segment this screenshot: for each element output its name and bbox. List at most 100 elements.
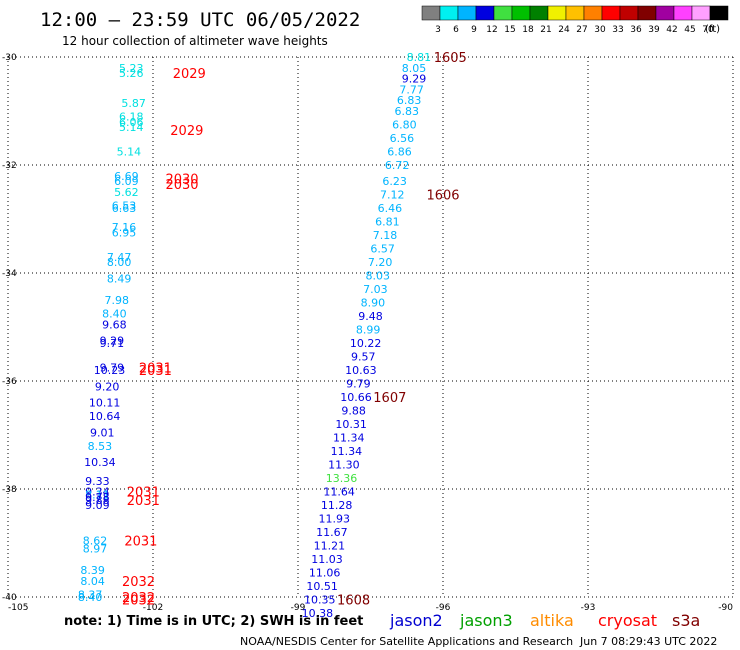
wave-height-label: 7.47 [107,251,132,264]
wave-height-label: 6.46 [378,202,403,215]
wave-height-label: 8.37 [78,588,103,601]
colorbar-swatch [475,5,495,21]
footer-timestamp: Jun 7 08:29:43 UTC 2022 [579,635,717,648]
grid-lines [7,56,734,598]
wave-height-label: 8.81 [407,51,432,64]
pass-time-label: 1605 [434,51,467,66]
wave-height-label: 10.31 [335,418,367,431]
colorbar-tick-label: 30 [594,25,606,35]
colorbar-swatch [673,5,693,21]
wave-height-label: 7.03 [363,283,388,296]
wave-height-label: 8.90 [361,297,386,310]
colorbar-tick-label: 12 [486,25,497,35]
wave-height-label: 6.81 [375,216,400,229]
pass-time-label: 2030 [165,173,198,188]
wave-height-label: 8.40 [78,591,103,604]
colorbar-tick-label: 42 [666,25,677,35]
y-tick-label: -38 [2,485,17,495]
colorbar-swatch [565,5,585,21]
colorbar-tick-label: 18 [522,25,534,35]
wave-height-label: 9.09 [85,499,110,512]
wave-height-label: 5.14 [119,121,144,134]
wave-height-label: 10.11 [89,397,121,410]
wave-height-label: 7.77 [399,83,424,96]
colorbar-swatch [421,5,441,21]
wave-height-label: 11.30 [328,459,360,472]
wave-height-label: 11.93 [319,513,351,526]
wave-height-label: 9.20 [95,380,120,393]
colorbar-swatch [493,5,513,21]
colorbar-tick-label: 45 [684,25,695,35]
pass-time-label: 2032 [122,594,155,609]
wave-height-label: 8.53 [88,440,113,453]
wave-height-label: 6.06 [119,116,144,129]
wave-height-label: 11.03 [311,553,343,566]
wave-height-label: 6.86 [387,146,412,159]
wave-height-label: 7.18 [373,229,398,242]
colorbar-swatch [655,5,675,21]
colorbar-tick-label: 9 [471,25,477,35]
colorbar-tick-label: 3 [435,25,441,35]
x-tick-label: -102 [143,603,163,613]
footer-credit: NOAA/NESDIS Center for Satellite Applica… [240,635,573,648]
colorbar-swatch [601,5,621,21]
wave-height-label: 9.29 [100,335,125,348]
colorbar-swatch [583,5,603,21]
wave-height-label: 7.12 [380,189,405,202]
satellite-legend-s3a: s3a [672,611,700,630]
wave-height-label: 8.00 [107,256,132,269]
colorbar-swatch [547,5,567,21]
wave-height-label: 5.62 [114,186,139,199]
wave-height-label: 6.63 [112,202,137,215]
colorbar-swatch [511,5,531,21]
wave-height-labels: 5.235.265.876.186.065.145.146.696.095.62… [78,51,431,620]
satellite-legend-cryosat: cryosat [598,611,657,630]
wave-height-label: 10.64 [89,410,121,423]
satellite-legend: jason2 jason3 altika cryosat s3a [389,611,700,630]
pass-time-label: 1607 [373,391,406,406]
wave-height-label: 7.16 [112,221,137,234]
wave-height-label: 10.38 [302,607,334,620]
wave-height-label: 9.33 [85,475,110,488]
wave-height-label: 9.71 [100,337,125,350]
y-tick-label: -34 [2,269,17,279]
wave-height-label: 10.35 [304,594,336,607]
colorbar-tick-label: 24 [558,25,570,35]
satellite-legend-altika: altika [530,611,574,630]
wave-height-label: 8.03 [366,270,391,283]
pass-time-label: 2029 [170,124,203,139]
colorbar-tick-label: 33 [612,25,623,35]
wave-height-label: 10.51 [306,580,338,593]
colorbar-tick-label: 6 [453,25,459,35]
wave-height-label: 6.80 [392,119,417,132]
wave-height-label: 8.49 [107,272,132,285]
wave-height-label: 13.36 [326,472,358,485]
wave-height-label: 6.69 [114,170,139,183]
wave-height-label: 10.23 [94,364,126,377]
wave-height-label: 11.06 [309,567,341,580]
wave-height-label: 7.98 [105,294,130,307]
wave-height-label: 5.23 [119,62,144,75]
wave-height-label: 9.88 [341,405,366,418]
wave-height-label: 9.48 [358,310,383,323]
wave-height-label: 5.87 [121,97,146,110]
wave-height-label: 6.56 [390,132,415,145]
colorbar-unit: (ft) [705,24,720,35]
wave-height-label: 9.57 [351,351,376,364]
colorbar-swatch [529,5,549,21]
satellite-legend-jason2: jason2 [389,611,443,630]
x-tick-label: -99 [291,603,306,613]
wave-height-label: 9.01 [90,426,115,439]
pass-time-label: 2029 [173,67,206,82]
pass-time-label: 2031 [127,494,160,509]
wave-height-label: 6.95 [112,227,137,240]
wave-height-label: 8.40 [102,308,127,321]
y-tick-label: -36 [2,377,17,387]
wave-height-label: 10.34 [84,456,116,469]
wave-height-label: 10.63 [345,364,377,377]
y-tick-label: -32 [2,161,17,171]
wave-height-label: 8.04 [80,575,105,588]
pass-time-label: 2031 [124,534,157,549]
wave-height-label: 9.68 [102,318,127,331]
wave-height-label: 11.21 [314,540,346,553]
